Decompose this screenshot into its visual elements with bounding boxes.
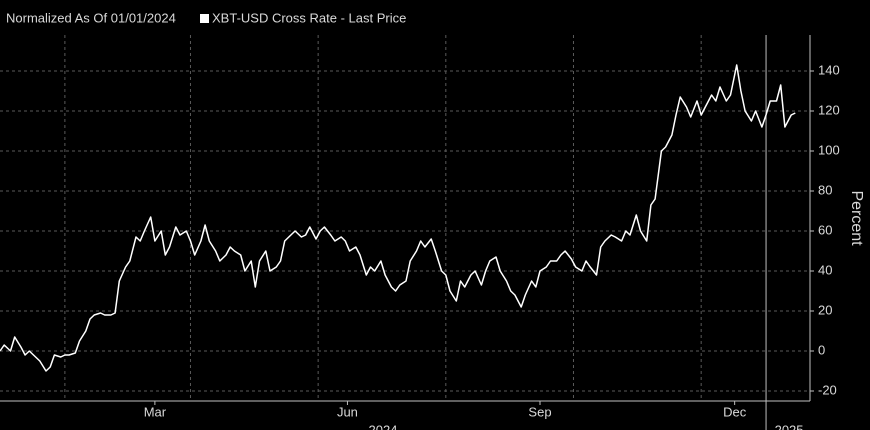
x-tick-label: Dec [723, 404, 747, 419]
y-tick-label: 100 [818, 142, 840, 157]
y-tick-label: 20 [818, 302, 832, 317]
y-tick-label: 60 [818, 222, 832, 237]
year-label: 2024 [369, 422, 398, 430]
y-tick-label: 0 [818, 342, 825, 357]
y-tick-label: 120 [818, 102, 840, 117]
year-label: 2025 [775, 422, 804, 430]
y-tick-label: 80 [818, 182, 832, 197]
legend-label: XBT-USD Cross Rate - Last Price [212, 10, 406, 25]
legend-swatch [200, 14, 209, 23]
y-tick-label: 40 [818, 262, 832, 277]
y-axis-label: Percent [848, 190, 865, 246]
x-tick-label: Jun [337, 404, 358, 419]
y-tick-label: -20 [818, 382, 837, 397]
chart-subtitle: Normalized As Of 01/01/2024 [6, 10, 176, 25]
x-tick-label: Mar [144, 404, 167, 419]
y-tick-label: 140 [818, 62, 840, 77]
price-line [0, 64, 796, 372]
x-tick-label: Sep [528, 404, 551, 419]
